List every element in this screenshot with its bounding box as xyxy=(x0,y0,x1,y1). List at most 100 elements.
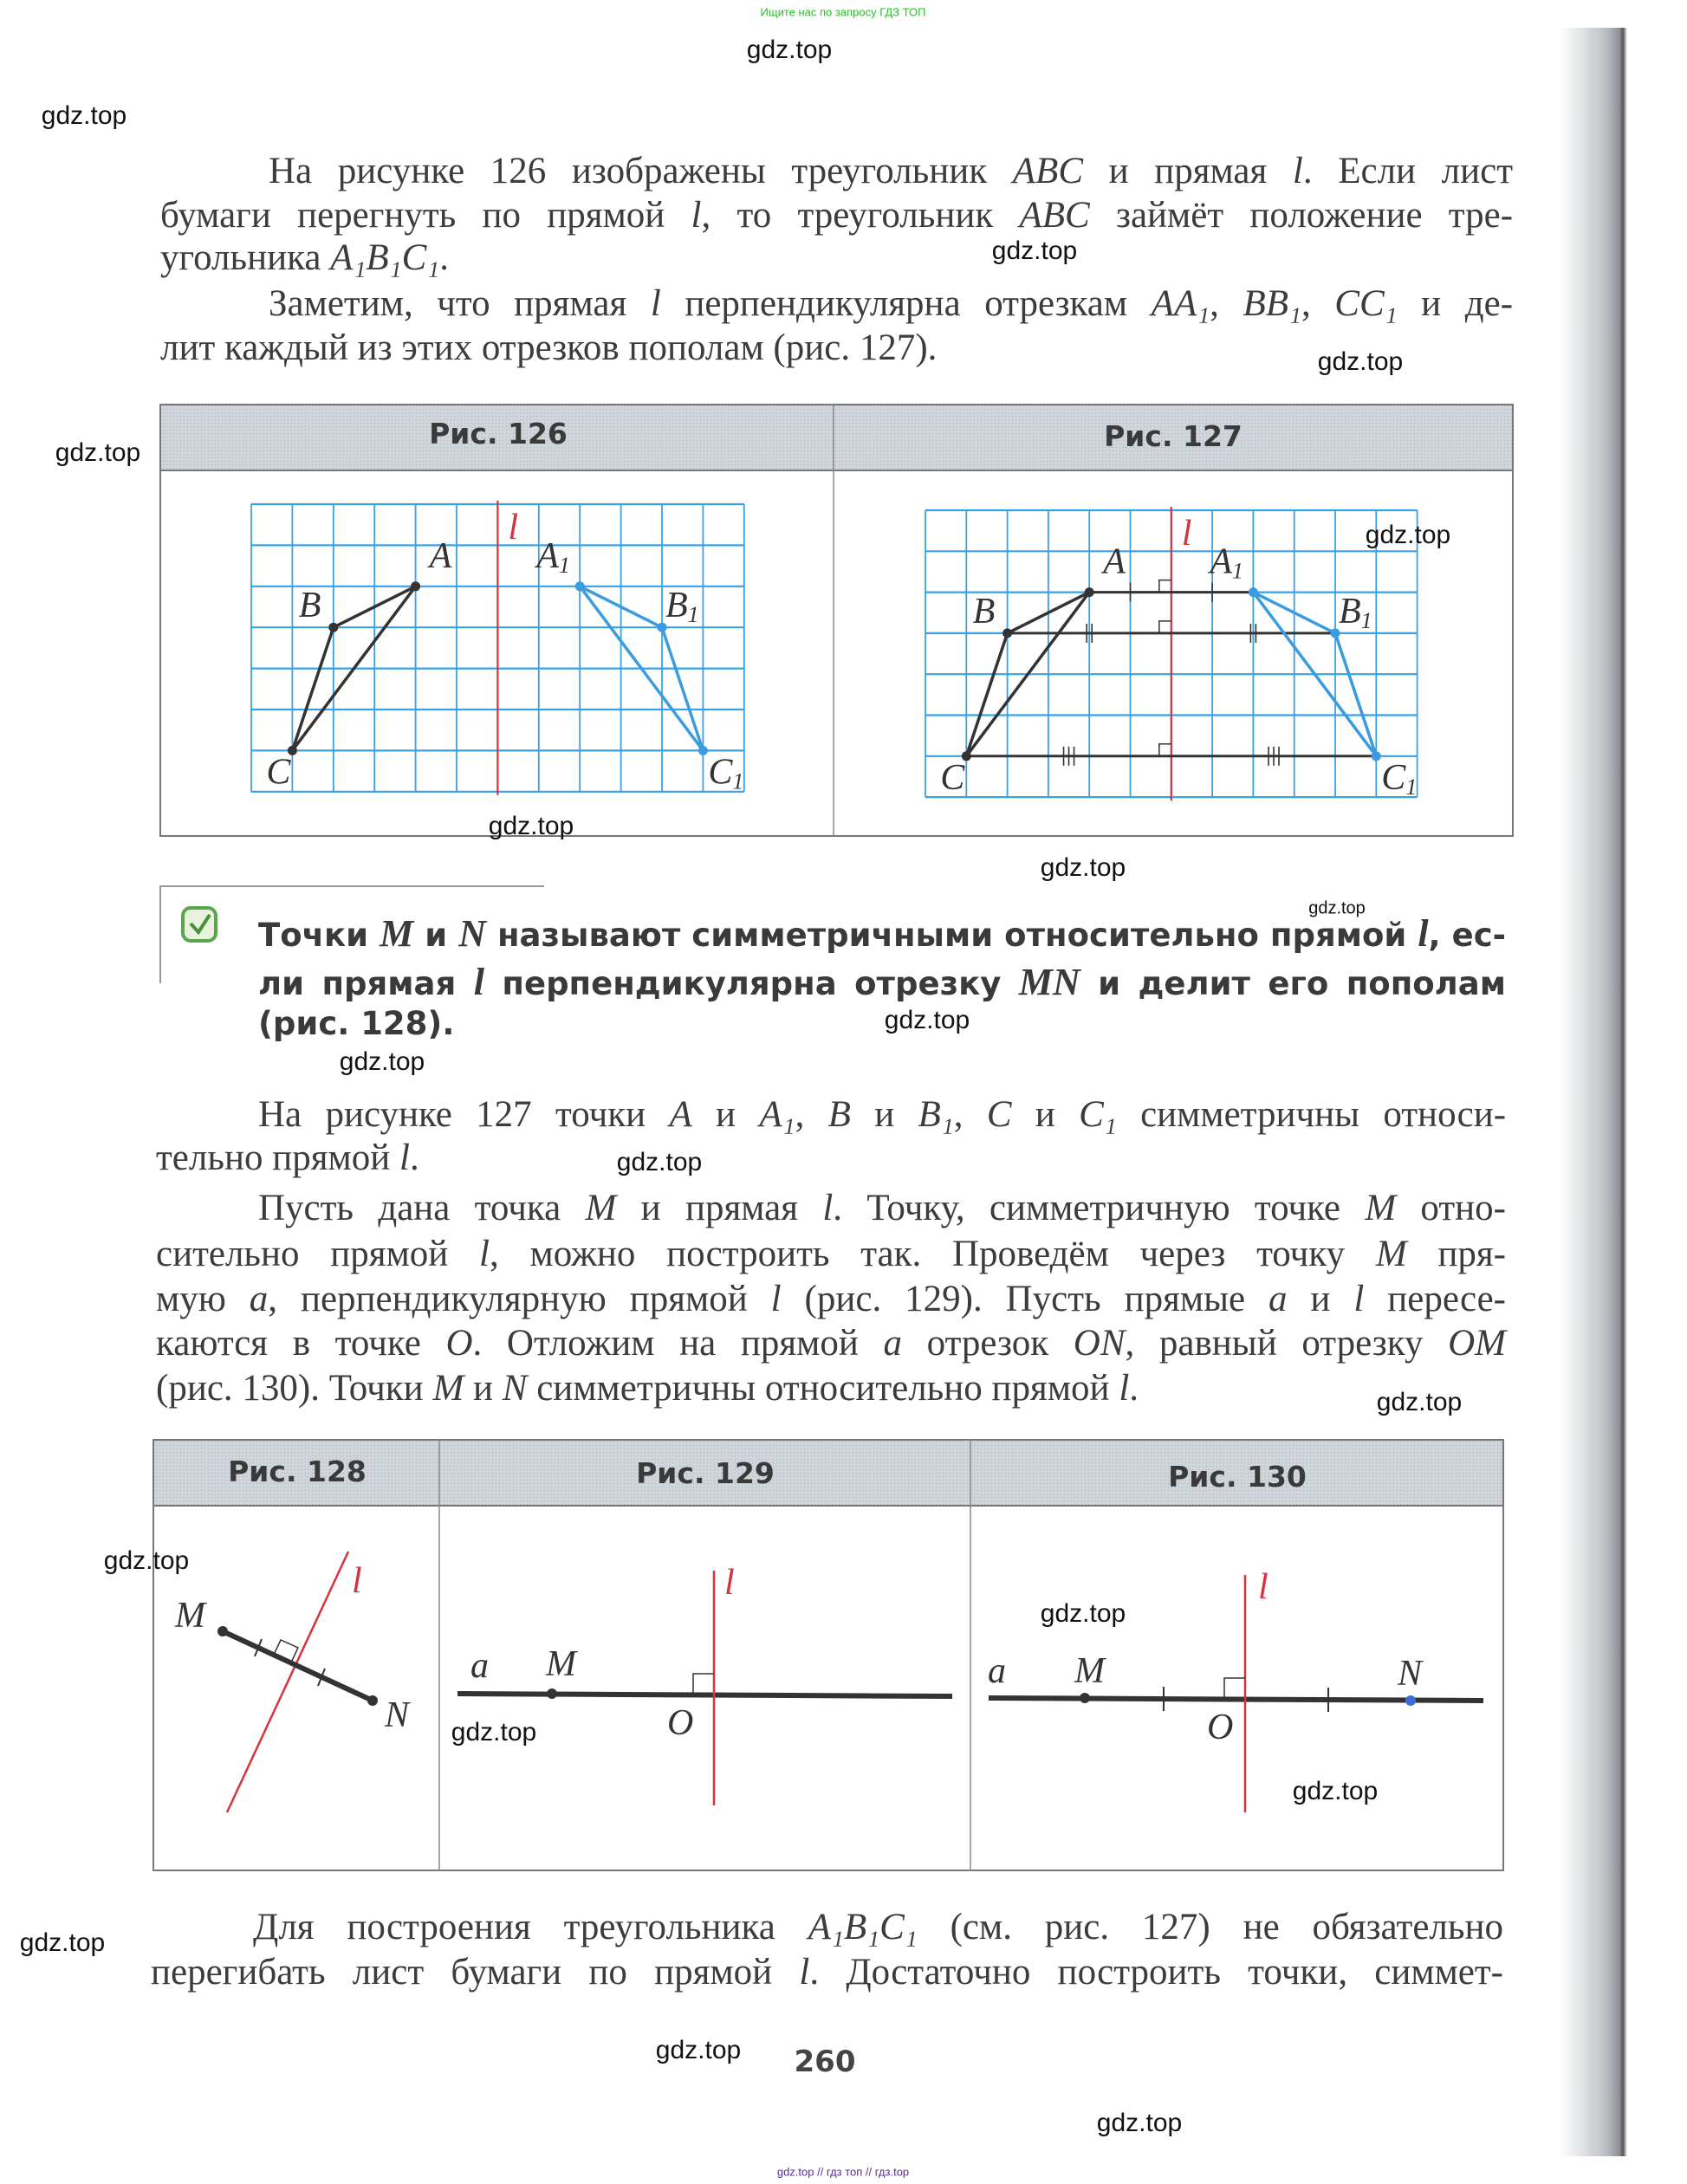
label-letter: B xyxy=(973,592,996,632)
label-c: C xyxy=(940,758,965,798)
label-subscript: 1 xyxy=(559,553,570,578)
point-a1 xyxy=(1248,587,1258,598)
paragraph1-line: угольника A₁B₁C₁. xyxy=(160,237,449,278)
watermark: gdz.top xyxy=(655,2036,742,2064)
label-b1: B1 xyxy=(665,586,699,627)
label-letter: C xyxy=(266,752,291,792)
footer-note: gdz.top // гдз топ // гдз.top xyxy=(776,2165,910,2179)
fig130-diagram: a M N O l xyxy=(988,1567,1484,1812)
watermark: gdz.top xyxy=(41,101,127,130)
point-n xyxy=(1405,1695,1416,1706)
label-letter: l xyxy=(1182,514,1192,554)
label-a: A xyxy=(427,536,452,576)
right-angle-mark xyxy=(1158,579,1171,593)
point-b1 xyxy=(1330,628,1340,638)
definition-frame xyxy=(159,885,544,983)
fig129-title: Рис. 129 xyxy=(636,1456,775,1490)
definition-line: (рис. 128). xyxy=(258,1005,455,1042)
paragraph2-line: мую a, перпендикулярную прямой l (рис. 1… xyxy=(156,1279,1506,1319)
fig128-diagram: M N l xyxy=(174,1551,411,1813)
watermark: gdz.top xyxy=(339,1047,425,1076)
line-l xyxy=(225,1551,350,1813)
tick-mark xyxy=(254,1638,263,1657)
watermark: gdz.top xyxy=(991,237,1078,265)
right-angle-mark xyxy=(1158,743,1171,756)
right-angle-mark xyxy=(1223,1677,1245,1699)
label-l: l xyxy=(352,1561,362,1601)
label-l: l xyxy=(1182,514,1192,554)
label-letter: C xyxy=(708,752,733,792)
point-c1 xyxy=(698,745,708,755)
watermark: gdz.top xyxy=(616,1148,703,1176)
paragraph3-line: перегибать лист бумаги по прямой l. Дост… xyxy=(151,1952,1504,1993)
watermark: gdz.top xyxy=(488,812,574,840)
label-a: a xyxy=(470,1646,489,1686)
label-b1: B1 xyxy=(1339,592,1372,633)
watermark: gdz.top xyxy=(1376,1388,1463,1416)
label-n: N xyxy=(1397,1654,1424,1694)
label-m: M xyxy=(174,1596,207,1636)
right-angle-mark xyxy=(1158,620,1171,633)
watermark: gdz.top xyxy=(1292,1777,1379,1805)
definition-line: ли прямая l перпендикулярна отрезку MN и… xyxy=(258,961,1506,1003)
triangle-abc xyxy=(964,591,1091,758)
label-c1: C1 xyxy=(708,752,743,794)
label-c: C xyxy=(266,752,291,792)
fig130-title: Рис. 130 xyxy=(1168,1460,1307,1494)
label-letter: A xyxy=(1207,542,1232,582)
triangle-a1b1c1 xyxy=(1252,591,1379,758)
point-c1 xyxy=(1371,751,1381,761)
label-a1: A1 xyxy=(534,536,570,578)
point-c xyxy=(287,745,297,755)
triangle-abc xyxy=(290,585,418,753)
point-a xyxy=(411,581,421,592)
point-b1 xyxy=(657,622,667,632)
right-angle-mark xyxy=(692,1673,714,1695)
watermark: gdz.top xyxy=(1365,521,1451,549)
watermark: gdz.top xyxy=(1317,347,1404,376)
label-o: O xyxy=(667,1703,693,1743)
point-m xyxy=(217,1626,228,1636)
label-subscript: 1 xyxy=(1232,559,1243,584)
watermark: gdz.top xyxy=(103,1546,190,1575)
label-subscript: 1 xyxy=(732,768,743,794)
point-m xyxy=(1080,1693,1090,1703)
line-a xyxy=(457,1691,953,1699)
label-subscript: 1 xyxy=(688,602,699,627)
label-letter: B xyxy=(1339,592,1361,632)
label-a: A xyxy=(1100,542,1126,582)
label-letter: B xyxy=(299,586,321,625)
watermark: gdz.top xyxy=(746,36,833,64)
watermark: gdz.top xyxy=(1040,1599,1126,1628)
check-square-icon xyxy=(181,906,217,943)
watermark: gdz.top xyxy=(451,1718,537,1747)
paragraph2-line: сительно прямой l, можно построить так. … xyxy=(156,1234,1506,1274)
point-n xyxy=(367,1695,378,1706)
label-l: l xyxy=(724,1563,735,1603)
triangle-a1b1c1 xyxy=(578,585,705,753)
right-angle-mark xyxy=(273,1639,300,1663)
paragraph1-line: На рисунке 126 изображены треугольник AB… xyxy=(269,151,1513,191)
top-note: Ищите нас по запросу ГДЗ ТОП xyxy=(760,5,926,19)
watermark: gdz.top xyxy=(1308,898,1366,918)
point-c xyxy=(961,751,971,761)
label-letter: A xyxy=(534,536,559,576)
label-n: N xyxy=(384,1695,411,1735)
point-a xyxy=(1084,587,1094,598)
label-letter: A xyxy=(427,536,452,576)
paragraph2-line: (рис. 130). Точки M и N симметричны отно… xyxy=(156,1368,1139,1409)
point-b xyxy=(1002,628,1013,638)
label-letter: C xyxy=(940,758,965,798)
label-a1: A1 xyxy=(1207,542,1243,584)
paragraph3-line: Для построения треугольника A₁B₁C₁ (см. … xyxy=(253,1907,1503,1947)
figures-128-130-box: Рис. 128 Рис. 129 Рис. 130 xyxy=(152,1439,1504,1871)
paragraph2-line: тельно прямой l. xyxy=(156,1137,419,1178)
label-a: a xyxy=(988,1651,1006,1691)
paragraph1-line: Заметим, что прямая l перпендикулярна от… xyxy=(269,283,1514,324)
label-letter: B xyxy=(665,586,688,625)
page-edge-shadow xyxy=(1560,28,1627,2156)
paragraph2-line: Пусть дана точка M и прямая l. Точку, си… xyxy=(258,1188,1506,1228)
label-letter: A xyxy=(1100,542,1126,582)
line-a xyxy=(988,1695,1484,1703)
